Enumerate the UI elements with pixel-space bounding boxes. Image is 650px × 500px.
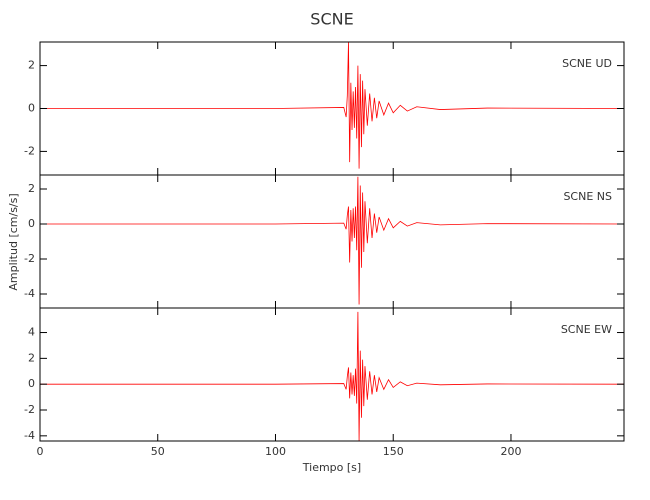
waveform (40, 176, 625, 305)
panel-label: SCNE UD (562, 57, 612, 70)
y-tick-label: 0 (28, 102, 35, 115)
panel-frame (39, 307, 625, 442)
waveform (40, 41, 625, 169)
y-tick-label: 2 (28, 182, 35, 195)
y-tick-label: 2 (28, 351, 35, 364)
x-tick-label: 100 (265, 445, 286, 458)
y-tick-label: -2 (24, 144, 35, 157)
y-tick-label: -4 (24, 429, 35, 442)
chart-title: SCNE (310, 10, 353, 29)
y-tick-label: 4 (28, 326, 35, 339)
y-tick-label: -2 (24, 403, 35, 416)
panel-label: SCNE NS (563, 190, 612, 203)
y-tick-label: 0 (28, 377, 35, 390)
waveform (40, 311, 625, 442)
y-tick-label: 0 (28, 217, 35, 230)
y-tick-label: 2 (28, 59, 35, 72)
x-tick-label: 0 (37, 445, 44, 458)
x-tick-label: 200 (500, 445, 521, 458)
panel-frame (39, 174, 625, 309)
x-axis-label: Tiempo [s] (302, 461, 361, 474)
y-axis-label: Amplitud [cm/s/s] (7, 193, 20, 290)
x-tick-label: 50 (151, 445, 165, 458)
y-tick-label: -2 (24, 252, 35, 265)
y-tick-label: -4 (24, 287, 35, 300)
panel-label: SCNE EW (561, 323, 612, 336)
x-tick-label: 150 (383, 445, 404, 458)
